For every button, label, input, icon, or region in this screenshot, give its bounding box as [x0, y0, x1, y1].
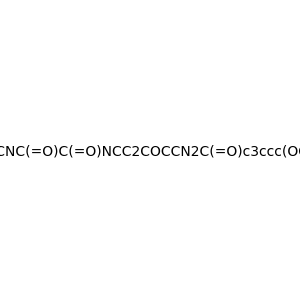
Text: COc1ccc(CCNC(=O)C(=O)NCC2COCCN2C(=O)c3ccc(OC)cc3)cc1OC: COc1ccc(CCNC(=O)C(=O)NCC2COCCN2C(=O)c3cc… [0, 145, 300, 158]
